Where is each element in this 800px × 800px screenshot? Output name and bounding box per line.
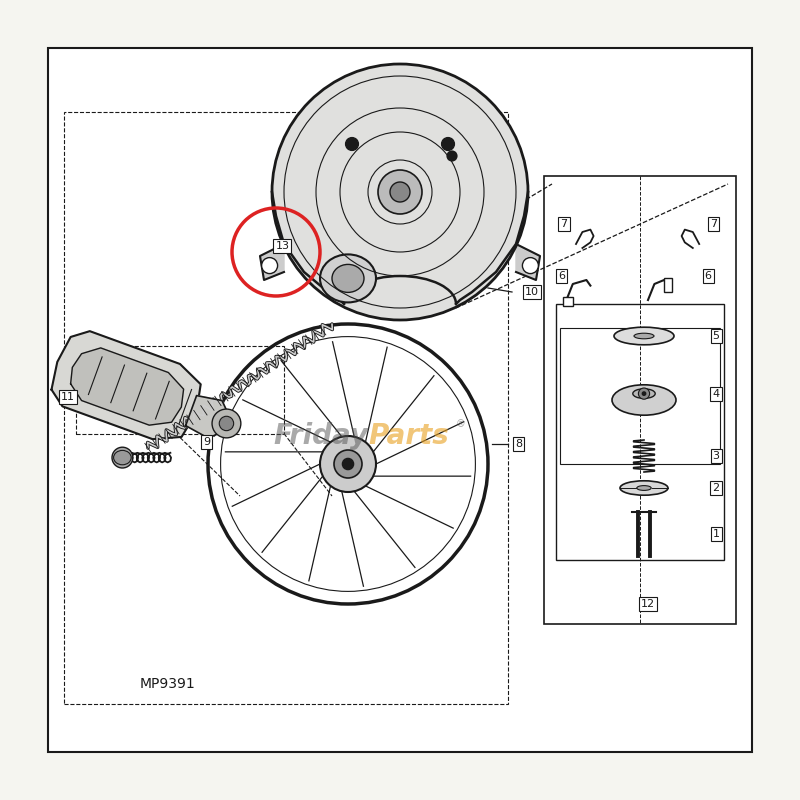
Ellipse shape — [378, 170, 422, 214]
Ellipse shape — [612, 385, 676, 415]
Text: 10: 10 — [525, 287, 539, 297]
Text: 4: 4 — [713, 389, 719, 398]
Text: 11: 11 — [61, 392, 75, 402]
Bar — [664, 278, 672, 292]
Circle shape — [320, 436, 376, 492]
Circle shape — [112, 447, 133, 468]
Circle shape — [262, 258, 278, 274]
Text: Friday: Friday — [273, 422, 368, 450]
Text: 6: 6 — [558, 271, 565, 281]
Circle shape — [446, 150, 458, 162]
Ellipse shape — [272, 64, 528, 320]
Ellipse shape — [320, 254, 376, 302]
Circle shape — [638, 388, 650, 399]
Circle shape — [219, 416, 234, 430]
Bar — [563, 297, 573, 306]
Ellipse shape — [634, 334, 654, 339]
Ellipse shape — [332, 265, 364, 293]
Bar — [544, 176, 736, 624]
Polygon shape — [186, 395, 229, 438]
Text: 5: 5 — [713, 331, 719, 341]
Circle shape — [442, 138, 454, 150]
Circle shape — [334, 450, 362, 478]
Text: 13: 13 — [275, 241, 290, 250]
Text: 6: 6 — [705, 271, 711, 281]
Ellipse shape — [614, 327, 674, 345]
Text: 7: 7 — [561, 219, 567, 229]
Ellipse shape — [633, 389, 655, 398]
Bar — [560, 328, 720, 464]
Ellipse shape — [114, 450, 131, 465]
Bar — [64, 112, 508, 704]
Bar — [48, 48, 752, 752]
Circle shape — [642, 391, 646, 396]
Circle shape — [212, 409, 241, 438]
Text: ®: ® — [455, 419, 465, 429]
Circle shape — [522, 258, 538, 274]
Circle shape — [342, 458, 354, 470]
Text: 7: 7 — [710, 219, 717, 229]
Polygon shape — [260, 244, 284, 280]
Polygon shape — [70, 348, 184, 425]
Text: MP9391: MP9391 — [140, 677, 196, 691]
Polygon shape — [516, 244, 540, 280]
Polygon shape — [51, 331, 201, 439]
Ellipse shape — [637, 486, 651, 490]
Ellipse shape — [390, 182, 410, 202]
Bar — [76, 346, 284, 434]
Ellipse shape — [620, 481, 668, 495]
Text: 1: 1 — [713, 529, 719, 539]
Text: 12: 12 — [641, 599, 655, 609]
Text: 9: 9 — [203, 438, 210, 447]
Text: 2: 2 — [713, 483, 719, 493]
Text: 3: 3 — [713, 451, 719, 461]
Circle shape — [346, 138, 358, 150]
Text: 8: 8 — [515, 439, 522, 449]
Text: Parts: Parts — [368, 422, 449, 450]
Bar — [556, 304, 724, 560]
